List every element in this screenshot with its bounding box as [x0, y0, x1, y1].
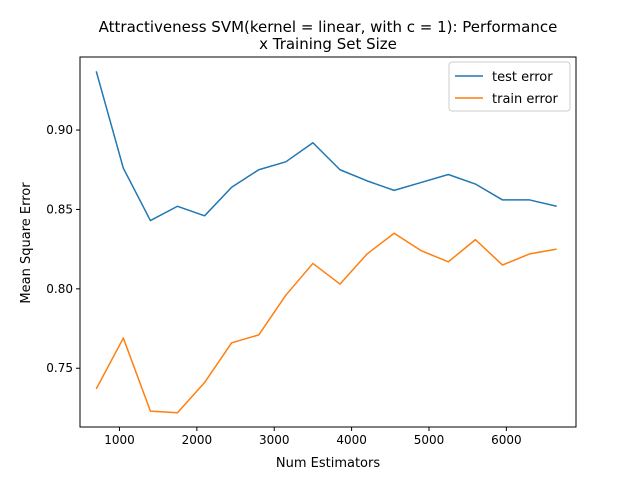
y-tick-label: 0.90	[46, 123, 73, 137]
axis-ticks: 1000 2000 3000 4000 5000 6000 0.75 0.80 0.85 0.90	[46, 123, 521, 447]
y-axis-label: Mean Square Error	[19, 182, 34, 304]
series-lines	[95, 71, 557, 414]
x-tick-label: 4000	[336, 433, 367, 447]
x-tick-label: 1000	[104, 433, 135, 447]
x-tick-label: 5000	[414, 433, 445, 447]
chart-title-line2: x Training Set Size	[259, 35, 397, 53]
series-line-test-error	[95, 71, 557, 222]
y-tick-label: 0.80	[46, 282, 73, 296]
legend: test error train error	[448, 61, 571, 112]
plot-area-frame	[79, 56, 577, 428]
legend-label-test-error: test error	[492, 70, 553, 85]
x-axis-label: Num Estimators	[276, 456, 380, 471]
series-line-train-error	[95, 232, 557, 414]
y-tick-label: 0.75	[46, 361, 73, 375]
legend-label-train-error: train error	[492, 92, 559, 107]
y-tick-label: 0.85	[46, 202, 73, 216]
chart-title-line1: Attractiveness SVM(kernel = linear, with…	[99, 18, 558, 36]
x-tick-label: 2000	[182, 433, 213, 447]
x-tick-label: 3000	[259, 433, 290, 447]
x-tick-label: 6000	[491, 433, 522, 447]
